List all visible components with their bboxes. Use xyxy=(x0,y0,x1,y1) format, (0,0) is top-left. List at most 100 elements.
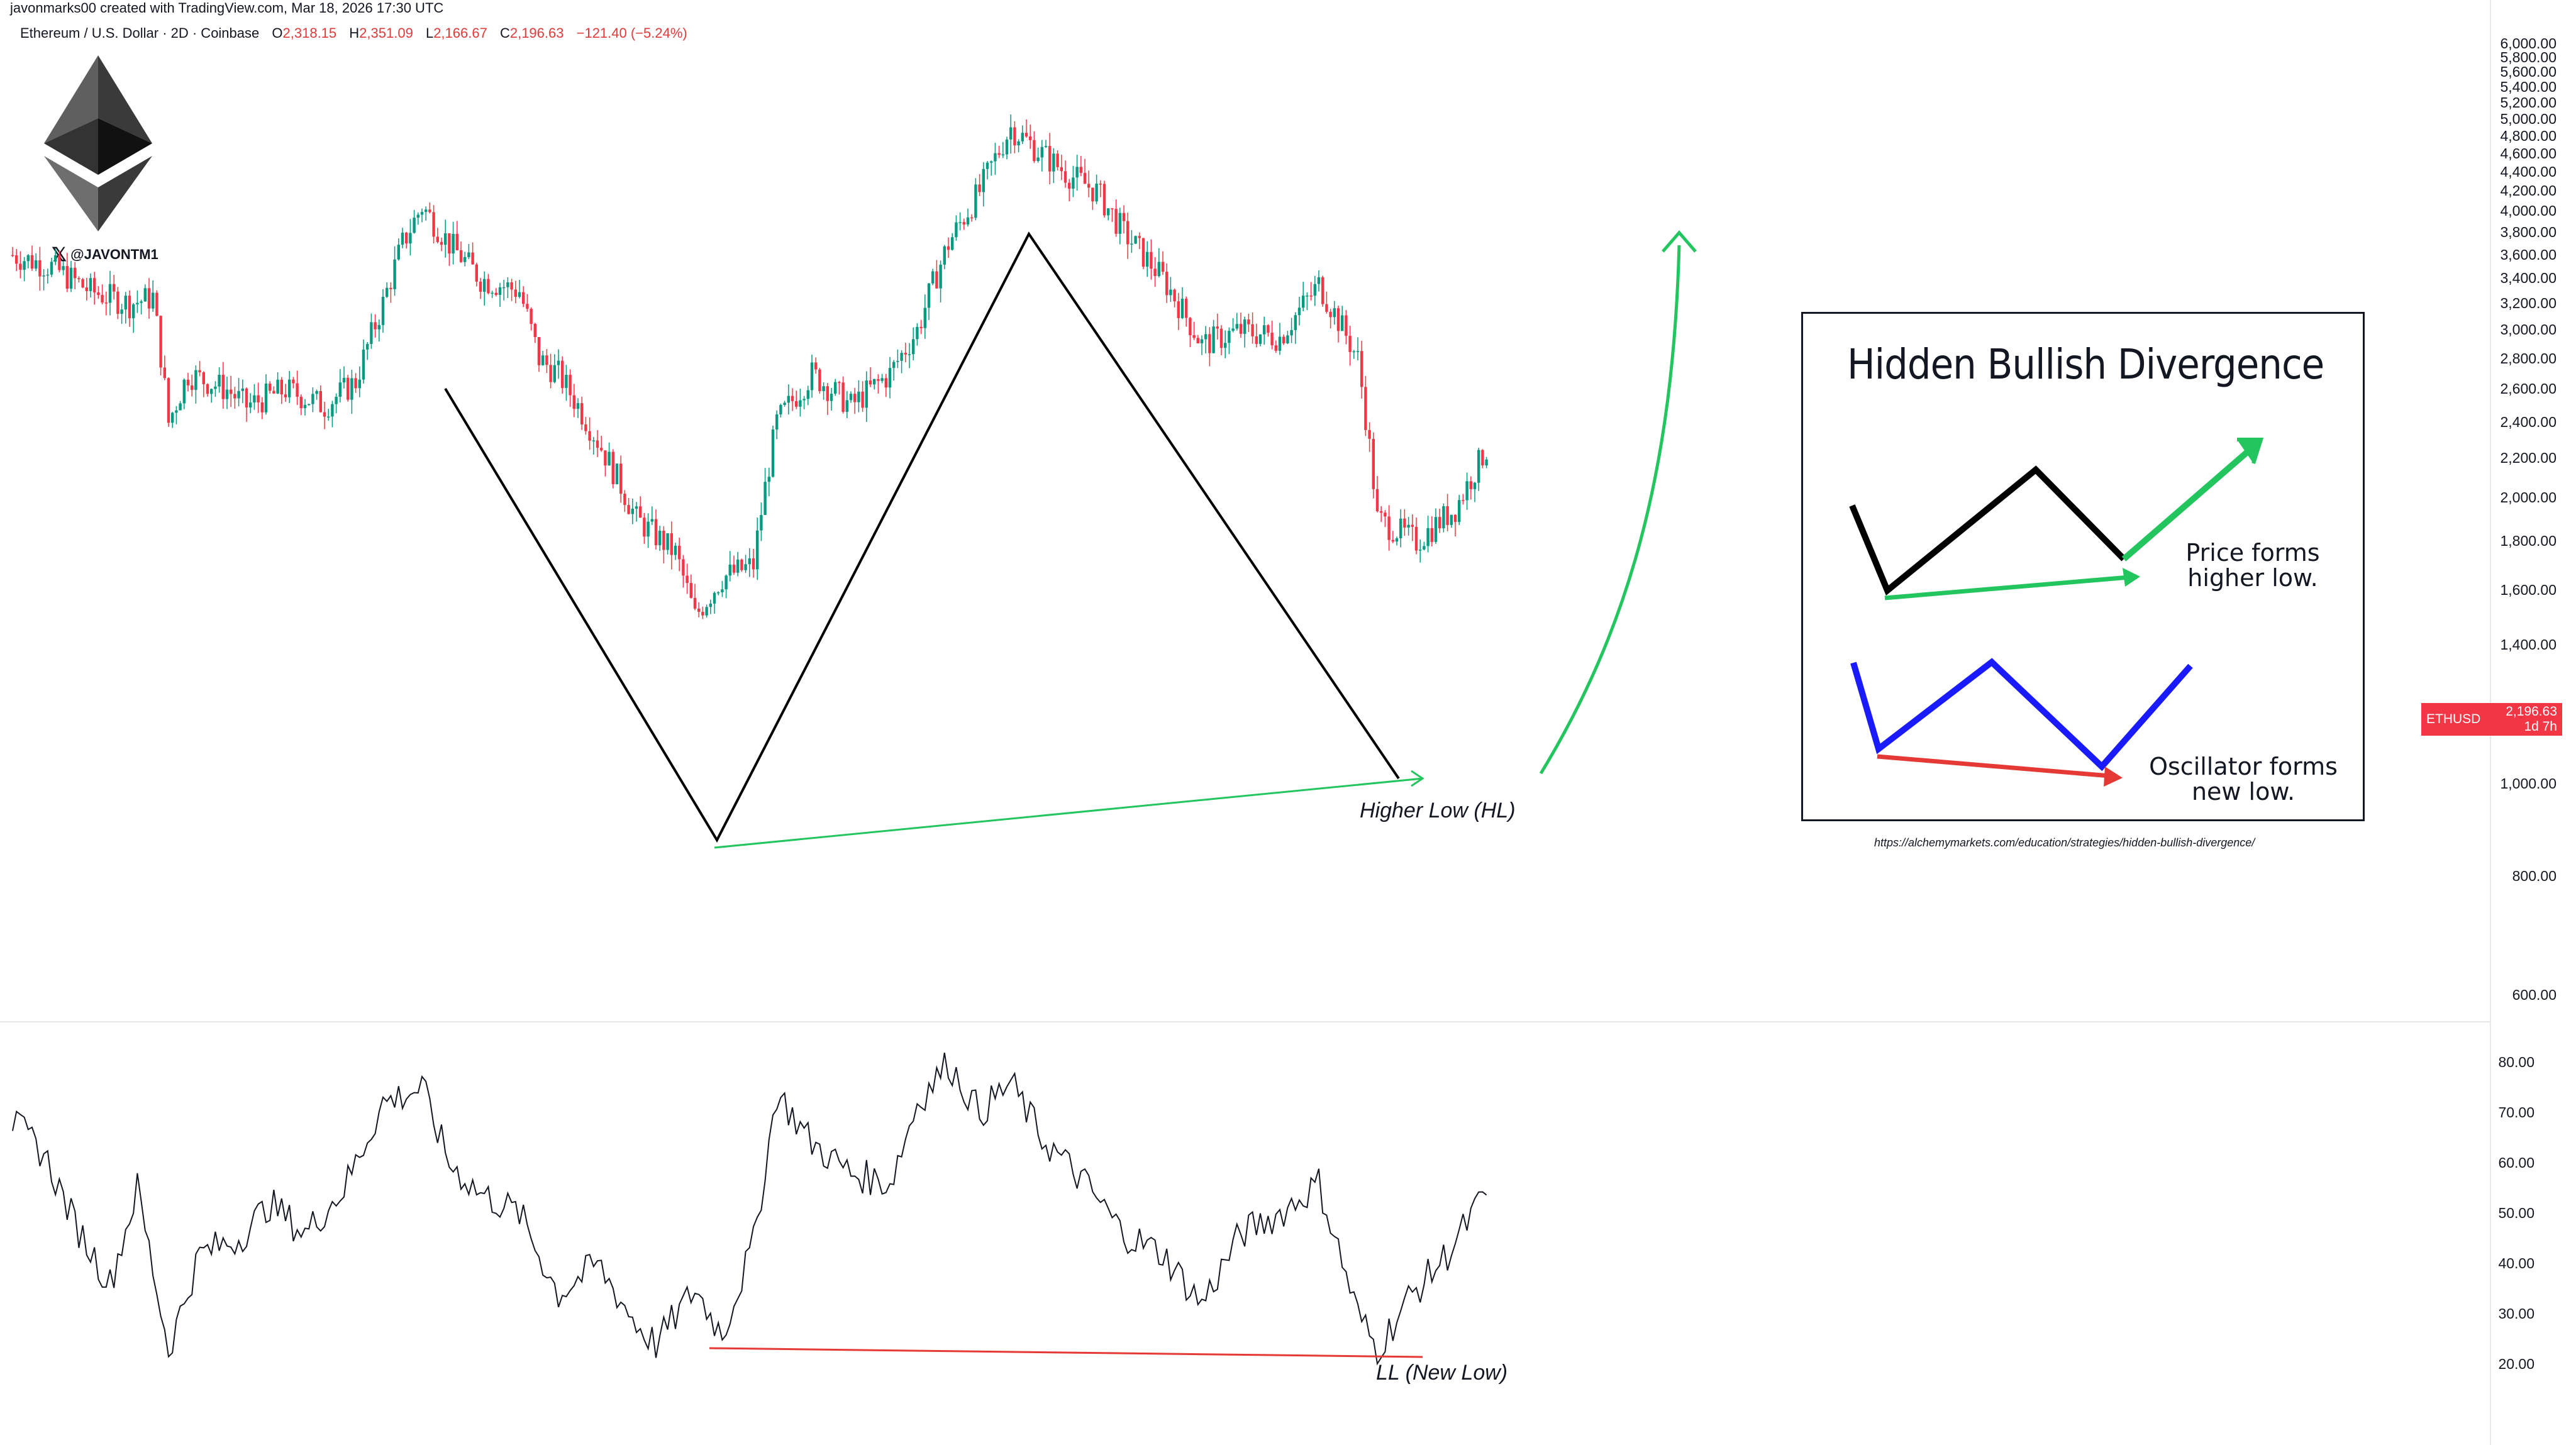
candle-down xyxy=(1345,315,1348,336)
candle-up xyxy=(982,169,985,192)
price-axis-tick: 3,400.00 xyxy=(2500,270,2557,287)
candle-up xyxy=(1231,328,1235,331)
candle-down xyxy=(354,378,357,389)
candle-up xyxy=(338,382,341,397)
candle-up xyxy=(767,477,770,482)
candle-down xyxy=(670,533,673,555)
price-axis-tick: 4,000.00 xyxy=(2500,202,2557,219)
candle-up xyxy=(1235,324,1238,329)
ethereum-logo-icon xyxy=(44,55,152,231)
inset-price-higher-low-arrow xyxy=(1884,574,2137,601)
candle-down xyxy=(795,401,798,407)
change-value: −121.40 (−5.24%) xyxy=(576,25,687,41)
candle-up xyxy=(1294,315,1297,330)
candle-down xyxy=(1364,387,1367,430)
rsi-axis-tick: 80.00 xyxy=(2498,1054,2534,1070)
candle-down xyxy=(584,424,587,431)
candle-down xyxy=(221,375,225,399)
candle-up xyxy=(444,233,447,245)
candle-up xyxy=(553,365,556,382)
candle-up xyxy=(62,266,65,270)
candle-up xyxy=(1072,177,1075,189)
candle-down xyxy=(1453,514,1457,523)
candle-down xyxy=(1060,167,1063,172)
candle-up xyxy=(1297,307,1301,316)
candle-down xyxy=(1329,311,1332,318)
candle-down xyxy=(740,559,743,570)
candle-up xyxy=(1306,296,1309,297)
candle-up xyxy=(900,353,903,361)
candle-down xyxy=(662,530,665,550)
candle-up xyxy=(1286,335,1289,343)
projection-arrowhead-icon xyxy=(1662,230,1697,253)
candle-up xyxy=(416,214,419,218)
candle-down xyxy=(853,394,857,402)
rsi-axis-tick: 40.00 xyxy=(2498,1255,2534,1271)
candle-up xyxy=(308,404,311,406)
candle-up xyxy=(756,530,759,570)
candle-up xyxy=(631,508,634,514)
candle-down xyxy=(1024,133,1028,136)
candle-up xyxy=(225,389,229,399)
candle-down xyxy=(280,379,283,395)
candle-up xyxy=(721,589,724,592)
candle-down xyxy=(1048,146,1052,172)
inset-osc-new-low-arrow xyxy=(1877,754,2118,779)
candle-down xyxy=(272,390,275,394)
candle-up xyxy=(724,575,728,590)
candle-up xyxy=(69,267,73,289)
candle-up xyxy=(705,607,708,616)
candle-up xyxy=(381,296,385,325)
candle-down xyxy=(1173,289,1176,302)
candle-down xyxy=(1309,296,1313,297)
candle-down xyxy=(1091,187,1094,202)
candle-up xyxy=(592,440,595,441)
candle-down xyxy=(405,233,408,244)
bar-countdown: 1d 7h xyxy=(2524,719,2557,734)
candle-up xyxy=(1356,351,1360,352)
candle-up xyxy=(1465,481,1468,501)
price-axis-tick: 3,000.00 xyxy=(2500,321,2557,338)
price-axis-tick: 800.00 xyxy=(2512,867,2557,884)
candle-down xyxy=(997,153,1001,155)
candle-down xyxy=(440,241,443,245)
price-axis-tick: 2,600.00 xyxy=(2500,380,2557,397)
candle-down xyxy=(1380,511,1383,513)
open-label: O xyxy=(272,25,283,41)
candle-down xyxy=(1375,489,1379,511)
candle-up xyxy=(331,404,334,417)
candle-up xyxy=(1157,262,1160,277)
candle-up xyxy=(425,209,428,213)
candle-up xyxy=(994,153,997,162)
candle-down xyxy=(627,505,630,514)
candle-down xyxy=(459,250,463,262)
candle-up xyxy=(108,284,112,303)
candle-down xyxy=(623,494,626,506)
price-axis-tick: 4,800.00 xyxy=(2500,127,2557,144)
candle-down xyxy=(514,289,517,297)
candle-up xyxy=(249,402,252,408)
candle-up xyxy=(241,388,244,391)
candle-down xyxy=(604,450,607,466)
candle-up xyxy=(943,246,946,265)
candle-up xyxy=(218,375,221,387)
inset-price-arrow-up xyxy=(2121,442,2258,562)
candle-up xyxy=(136,302,139,305)
candle-down xyxy=(643,518,646,537)
open-value: 2,318.15 xyxy=(282,25,337,41)
candle-up xyxy=(1134,236,1137,244)
divergence-explainer-inset: Hidden Bullish Divergence Price forms hi… xyxy=(1801,312,2365,821)
candle-down xyxy=(600,448,603,451)
candle-down xyxy=(1068,182,1071,189)
inset-osc-caption: Oscillator forms new low. xyxy=(2143,754,2344,804)
chart-credit: javonmarks00 created with TradingView.co… xyxy=(10,0,444,16)
candle-down xyxy=(1185,298,1188,318)
candle-up xyxy=(350,378,353,400)
candle-up xyxy=(362,349,365,380)
candle-down xyxy=(1177,301,1180,318)
candle-down xyxy=(432,212,435,237)
price-axis-tick: 4,400.00 xyxy=(2500,163,2557,180)
candle-up xyxy=(1017,141,1020,146)
price-axis-tick: 1,600.00 xyxy=(2500,581,2557,598)
